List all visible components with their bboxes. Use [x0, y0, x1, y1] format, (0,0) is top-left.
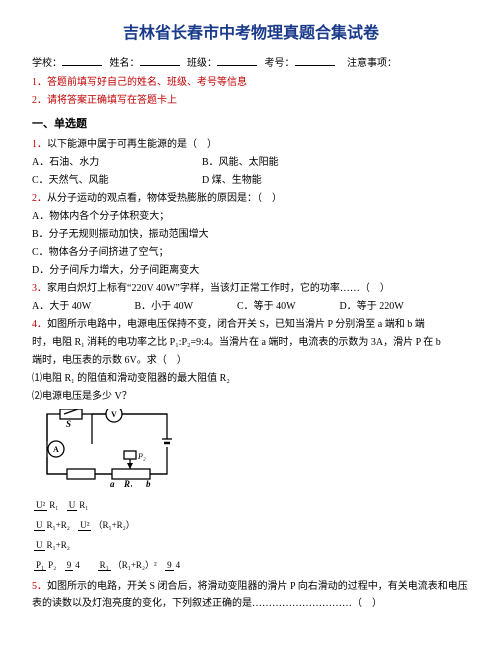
n9: 9 — [65, 560, 74, 571]
f2d: R₁+R₂ — [45, 520, 72, 530]
b-label: b — [146, 479, 151, 487]
q3-a: A．大于 40W — [32, 298, 132, 315]
circuit-diagram: S V A P₂ a R₁ b — [42, 409, 470, 494]
q1-c: C．天然气、风能 — [32, 172, 202, 189]
f1d2: R₁ — [77, 500, 90, 510]
a-label: a — [110, 479, 115, 487]
exam-header: 学校： 姓名： 班级： 考号： 注意事项： — [32, 55, 470, 72]
p1: P₁ — [34, 560, 46, 571]
q4-line3: 端时，电压表的示数 6V。求（ ） — [32, 352, 470, 369]
eq-1: U²R₁ UR₁ — [32, 498, 470, 514]
p2-label: P₂ — [137, 452, 146, 461]
section-1-title: 一、单选题 — [32, 115, 470, 134]
class-blank — [217, 56, 257, 66]
name-label: 姓名： — [110, 58, 140, 69]
q3-c: C．等于 40W — [237, 298, 337, 315]
q3-d: D．等于 220W — [340, 298, 404, 315]
examno-blank — [295, 56, 335, 66]
school-label: 学校： — [32, 58, 62, 69]
note-label: 注意事项： — [347, 58, 397, 69]
f2n: U — [34, 520, 45, 531]
q4-line1: 4．如图所示电路中，电源电压保持不变，闭合开关 S，已知当滑片 P 分别滑至 a… — [32, 316, 470, 333]
rf4: 4 — [174, 560, 183, 570]
q1-b: B．风能、太阳能 — [202, 154, 279, 171]
eq-3: UR₁+R₂ — [32, 538, 470, 554]
q1-d: D 煤、生物能 — [202, 172, 262, 189]
q2-a: A．物体内各个分子体积变大； — [32, 208, 470, 225]
class-label: 班级： — [187, 58, 217, 69]
q3-stem: 3．家用白炽灯上标有“220V 40W”字样，当该灯正常工作时，它的功率……（ … — [32, 280, 470, 297]
examno-label: 考号： — [265, 58, 295, 69]
f1n: U² — [34, 500, 47, 511]
q4-l1: 如图所示电路中，电源电压保持不变，闭合开关 S，已知当滑片 P 分别滑至 a 端… — [47, 319, 425, 330]
q4-line2: 时，电阻 R₁ 消耗的电功率之比 P₁:P₂=9:4。当滑片在 a 端时，电流表… — [32, 334, 470, 351]
p2: P₂ — [46, 560, 58, 570]
f2d2: （R₁+R₂） — [91, 520, 136, 530]
q5-num: 5． — [32, 581, 47, 592]
note-1: 1．答题前填写好自己的姓名、班级、考号等信息 — [32, 74, 470, 91]
q5-text: 如图所示的电路，开关 S 闭合后，将滑动变阻器的滑片 P 向右滑动的过程中，有关… — [32, 581, 468, 609]
q1-opts-ab: A．石油、水力B．风能、太阳能 — [32, 154, 470, 171]
f1d: R₁ — [47, 500, 60, 510]
ammeter-label: A — [53, 445, 59, 454]
q3-num: 3． — [32, 283, 47, 294]
rn9: 9 — [165, 560, 174, 571]
q1-stem: 1．以下能源中属于可再生能源的是（ ） — [32, 136, 470, 153]
q4-sub2: ⑵电源电压是多少 V？ — [32, 388, 470, 405]
q3-b: B．小于 40W — [135, 298, 235, 315]
q2-c: C．物体各分子间挤进了空气； — [32, 244, 470, 261]
q2-b: B．分子无规则振动加快，振动范围增大 — [32, 226, 470, 243]
q1-text: 以下能源中属于可再生能源的是（ ） — [47, 139, 217, 150]
r1-label: R₁ — [123, 479, 133, 487]
eq-2: UR₁+R₂ U²（R₁+R₂） — [32, 518, 470, 534]
q1-a: A．石油、水力 — [32, 154, 202, 171]
switch-s-label: S — [66, 419, 71, 429]
q2-num: 2． — [32, 193, 47, 204]
q2-stem: 2．从分子运动的观点看，物体受热膨胀的原因是：（ ） — [32, 190, 470, 207]
note-2: 2．请将答案正确填写在答题卡上 — [32, 92, 470, 109]
n4: 4 — [73, 560, 82, 570]
f2n2: U² — [78, 520, 91, 531]
f3n: U — [34, 540, 45, 551]
rfd: （R₁+R₂）² — [111, 560, 159, 570]
rn: R₁ — [98, 560, 111, 571]
q2-d: D．分子间斥力增大，分子间距离变大 — [32, 262, 470, 279]
name-blank — [140, 56, 180, 66]
q4-sub1: ⑴电阻 R₁ 的阻值和滑动变阻器的最大阻值 R₂ — [32, 370, 470, 387]
q1-opts-cd: C．天然气、风能D 煤、生物能 — [32, 172, 470, 189]
q1-num: 1． — [32, 139, 47, 150]
q5-stem: 5．如图所示的电路，开关 S 闭合后，将滑动变阻器的滑片 P 向右滑动的过程中，… — [32, 578, 470, 612]
f3d: R₁+R₂ — [45, 540, 72, 550]
school-blank — [62, 56, 102, 66]
f1n2: U — [67, 500, 78, 511]
q3-opts: A．大于 40W B．小于 40W C．等于 40W D．等于 220W — [32, 298, 470, 315]
eq-4: P₁P₂ 94 R₁（R₁+R₂）² 94 — [32, 558, 470, 574]
q3-text: 家用白炽灯上标有“220V 40W”字样，当该灯正常工作时，它的功率……（ ） — [47, 283, 390, 294]
q2-text: 从分子运动的观点看，物体受热膨胀的原因是：（ ） — [47, 193, 282, 204]
voltmeter-label: V — [111, 410, 117, 419]
page-title: 吉林省长春市中考物理真题合集试卷 — [32, 20, 470, 47]
q4-num: 4． — [32, 319, 47, 330]
